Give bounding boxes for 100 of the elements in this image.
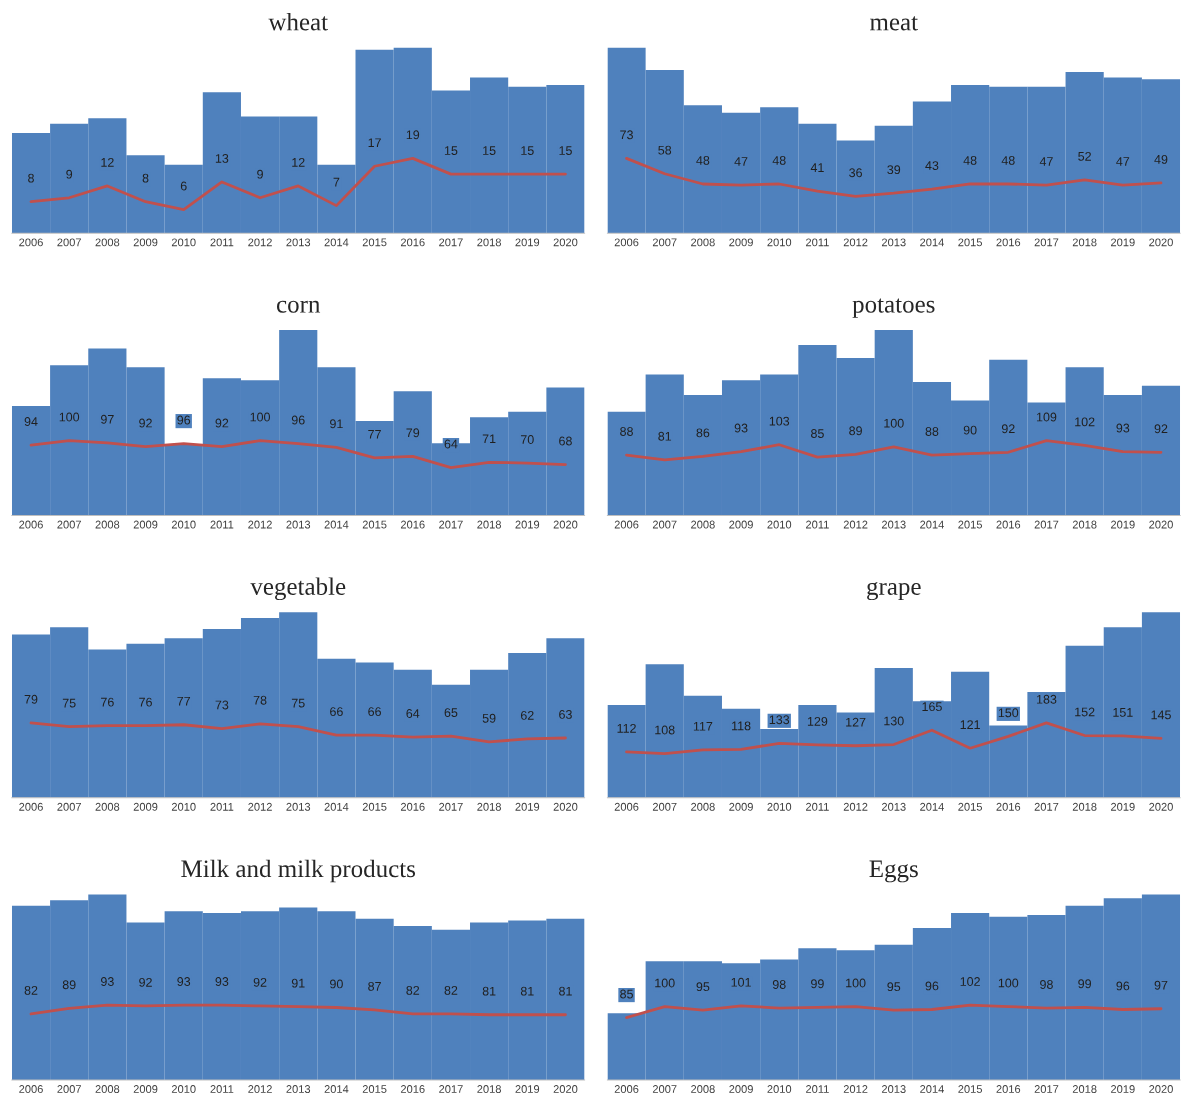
- data-label: 165: [922, 702, 942, 712]
- chart-title: vegetable: [250, 577, 346, 601]
- x-tick-label: 2017: [439, 520, 463, 529]
- x-tick-label: 2012: [248, 238, 272, 247]
- data-label: 117: [693, 721, 713, 731]
- data-label: 15: [483, 146, 496, 155]
- data-label: 48: [963, 156, 977, 165]
- x-tick-label: 2013: [881, 1085, 906, 1093]
- x-tick-label: 2020: [1149, 802, 1173, 811]
- x-tick-label: 2015: [362, 238, 387, 247]
- x-tick-label: 2014: [324, 1085, 349, 1093]
- data-label: 87: [368, 981, 381, 991]
- x-tick-label: 2007: [57, 1085, 81, 1093]
- x-tick-label: 2017: [1034, 520, 1059, 529]
- x-tick-label: 2020: [553, 520, 578, 529]
- data-label: 90: [963, 425, 977, 435]
- data-label: 93: [215, 977, 229, 986]
- data-label: 81: [658, 431, 672, 441]
- data-label: 92: [139, 418, 152, 428]
- chart-title: Milk and milk products: [181, 859, 416, 883]
- data-label: 92: [1001, 424, 1015, 434]
- data-label: 91: [330, 419, 343, 429]
- chart-title: corn: [276, 300, 321, 313]
- data-label: 93: [1116, 423, 1130, 433]
- x-tick-label: 2019: [1111, 238, 1135, 247]
- data-label: 95: [887, 982, 901, 992]
- data-label: 127: [846, 717, 866, 727]
- x-tick-label: 2009: [133, 520, 158, 529]
- data-label: 48: [696, 156, 710, 165]
- data-label: 99: [811, 979, 824, 989]
- data-label: 79: [406, 428, 420, 438]
- x-tick-label: 2006: [19, 802, 43, 811]
- data-label: 52: [1078, 151, 1091, 161]
- data-label: 71: [482, 434, 496, 444]
- data-label: 96: [291, 415, 305, 425]
- data-label: 98: [1040, 980, 1053, 989]
- data-label: 49: [1154, 154, 1168, 164]
- x-tick-label: 2012: [843, 238, 868, 247]
- data-label: 15: [444, 146, 458, 155]
- x-tick-label: 2019: [515, 1085, 540, 1093]
- data-label: 118: [732, 721, 751, 731]
- data-label: 100: [998, 978, 1019, 988]
- x-tick-label: 2007: [57, 802, 81, 811]
- x-tick-label: 2019: [515, 238, 540, 247]
- x-tick-label: 2019: [1111, 520, 1135, 529]
- data-label: 47: [1039, 157, 1053, 166]
- x-tick-label: 2009: [133, 802, 158, 811]
- data-label: 100: [250, 412, 270, 422]
- x-tick-label: 2007: [57, 520, 81, 529]
- data-label: 88: [620, 427, 633, 436]
- x-tick-label: 2014: [920, 520, 944, 529]
- x-tick-label: 2018: [477, 520, 501, 529]
- x-tick-label: 2016: [400, 238, 425, 247]
- data-label: 15: [559, 146, 572, 155]
- data-label: 96: [1116, 981, 1130, 991]
- x-tick-label: 2013: [286, 802, 311, 811]
- data-label: 86: [696, 428, 710, 438]
- x-tick-label: 2017: [439, 802, 463, 811]
- data-label: 77: [177, 696, 191, 706]
- data-label: 81: [520, 986, 534, 996]
- x-tick-label: 2018: [1072, 802, 1097, 811]
- x-tick-label: 2011: [806, 1085, 829, 1093]
- data-label: 99: [1078, 979, 1091, 989]
- data-label: 108: [655, 725, 675, 735]
- x-tick-label: 2006: [614, 238, 639, 247]
- data-label: 81: [482, 986, 496, 996]
- data-label: 7: [333, 177, 340, 187]
- x-tick-label: 2013: [881, 802, 906, 811]
- x-tick-label: 2016: [996, 238, 1021, 247]
- x-tick-label: 2011: [210, 1085, 234, 1093]
- x-tick-label: 2018: [1072, 520, 1097, 529]
- data-label: 64: [444, 439, 458, 449]
- x-tick-label: 2011: [806, 520, 829, 529]
- data-label: 65: [444, 708, 458, 717]
- x-tick-label: 2020: [1149, 520, 1173, 529]
- x-tick-label: 2018: [477, 802, 501, 811]
- x-tick-label: 2015: [958, 520, 983, 529]
- data-label: 98: [772, 980, 786, 989]
- data-label: 89: [62, 980, 76, 990]
- x-tick-label: 2010: [171, 520, 196, 529]
- x-tick-label: 2008: [691, 1085, 715, 1093]
- x-tick-label: 2016: [400, 1085, 425, 1093]
- data-label: 133: [769, 715, 790, 725]
- x-tick-label: 2011: [210, 802, 234, 811]
- x-tick-label: 2013: [881, 238, 906, 247]
- data-label: 8: [142, 173, 149, 183]
- x-tick-label: 2009: [729, 1085, 753, 1093]
- data-label: 41: [810, 163, 824, 172]
- x-tick-label: 2012: [248, 802, 272, 811]
- x-tick-label: 2006: [19, 238, 43, 247]
- x-tick-label: 2015: [362, 1085, 387, 1093]
- x-tick-label: 2014: [324, 802, 349, 811]
- data-label: 58: [658, 145, 672, 155]
- data-label: 39: [887, 165, 901, 175]
- data-label: 92: [139, 977, 152, 987]
- x-tick-label: 2017: [439, 1085, 463, 1093]
- data-label: 121: [960, 720, 980, 729]
- data-label: 36: [849, 168, 862, 178]
- data-label: 12: [292, 157, 305, 167]
- x-tick-label: 2011: [210, 520, 234, 529]
